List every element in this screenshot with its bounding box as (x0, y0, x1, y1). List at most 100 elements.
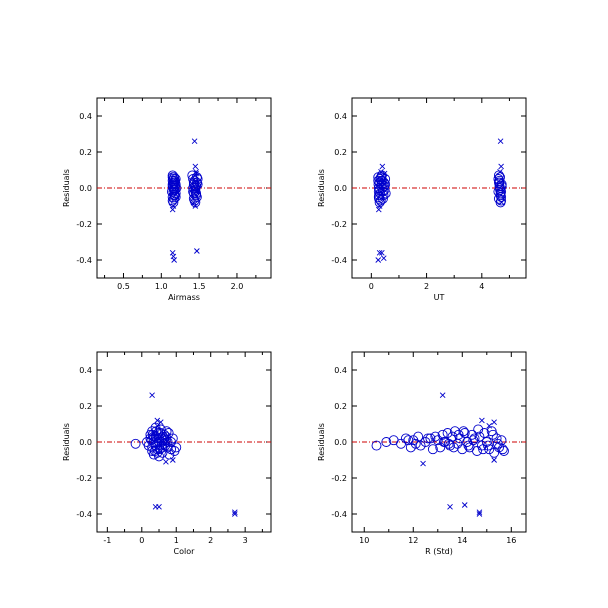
cross-stroke (439, 392, 446, 399)
data-point-circle (473, 424, 484, 435)
y-tick-label: -0.4 (331, 256, 347, 265)
data-point-circle (167, 192, 178, 202)
data-point-cross (376, 203, 383, 209)
data-point-circle (377, 183, 388, 193)
cross-stroke (479, 417, 485, 424)
data-point-circle (191, 177, 202, 188)
data-point-circle (442, 428, 453, 438)
data-point-circle (487, 429, 498, 440)
data-point-cross (461, 502, 468, 508)
y-axis-label: Residuals (317, 423, 326, 461)
cross-stroke (491, 419, 497, 426)
y-tick-label: -0.2 (331, 220, 347, 229)
x-tick-label: 1 (174, 536, 179, 545)
data-point-circle (152, 447, 163, 458)
cross-stroke (151, 430, 157, 436)
data-point-circle (438, 437, 449, 447)
data-point-cross (154, 417, 161, 424)
cross-stroke (149, 392, 155, 399)
cross-stroke (154, 417, 161, 424)
data-point-circle (491, 433, 502, 444)
data-point-circle (469, 433, 480, 444)
data-point-circle (189, 175, 200, 186)
y-axis-label: Residuals (317, 169, 326, 207)
y-tick-label: 0.4 (79, 112, 92, 121)
data-point-cross (497, 168, 503, 175)
cross-stroke (379, 249, 385, 256)
data-point-cross (439, 392, 446, 399)
cross-stroke (381, 170, 388, 177)
data-point-cross (192, 203, 199, 209)
data-point-circle (468, 435, 479, 446)
data-point-circle (405, 442, 416, 453)
cross-stroke (476, 511, 483, 517)
panel-airmass: -0.4 -0.2 0.0 0.2 0.4 0.5 1.0 1.5 2.0 Airmass Resi… (62, 97, 272, 302)
data-point-circle (443, 438, 454, 449)
cross-stroke (461, 502, 468, 508)
data-point-cross (479, 417, 485, 424)
data-point-cross (154, 422, 161, 429)
data-point-cross (447, 503, 453, 510)
data-point-circle (171, 442, 182, 453)
x-axis-label: R (Std) (425, 547, 453, 556)
cross-stroke (169, 457, 176, 463)
data-point-cross (194, 188, 200, 195)
cross-stroke (193, 168, 199, 175)
y-tick-label: 0.4 (79, 366, 92, 375)
data-point-circle (371, 440, 382, 451)
data-point-circle (403, 435, 414, 446)
panel-ut: -0.4 -0.2 0.0 0.2 0.4 0 2 4 UT Residuals (317, 97, 527, 302)
data-point-cross (170, 253, 177, 260)
data-point-cross (193, 168, 199, 175)
data-point-circle (437, 429, 448, 440)
data-point-circle (472, 446, 482, 456)
data-point-cross (491, 419, 497, 426)
y-tick-label: 0.2 (79, 148, 92, 157)
data-point-cross (191, 138, 198, 145)
x-tick-label: 2 (208, 536, 213, 545)
data-point-circle (159, 433, 170, 444)
cross-stroke (191, 138, 198, 145)
data-point-cross (378, 168, 384, 175)
x-tick-label: 16 (506, 536, 516, 545)
cross-stroke (447, 503, 453, 510)
x-tick-label: 1.0 (155, 282, 168, 291)
x-tick-label: 1.5 (193, 282, 206, 291)
data-point-cross (169, 457, 176, 463)
data-point-circle (496, 181, 507, 192)
data-point-circle (425, 433, 436, 444)
cross-stroke (420, 460, 426, 467)
data-point-cross (163, 458, 169, 465)
data-point-circle (168, 174, 179, 184)
cross-stroke (375, 206, 382, 213)
data-point-circle (474, 431, 485, 442)
x-axis-label: Airmass (168, 293, 200, 302)
data-point-cross (486, 422, 493, 429)
data-point-cross (232, 511, 238, 517)
data-point-circle (495, 197, 506, 208)
cross-stroke (498, 163, 504, 170)
y-tick-label: -0.2 (76, 220, 92, 229)
x-tick-label: 2.0 (231, 282, 244, 291)
data-point-circle (458, 426, 469, 437)
cross-stroke (192, 203, 199, 209)
data-point-circle (483, 440, 493, 451)
data-point-cross (375, 257, 382, 263)
cross-stroke (191, 199, 197, 206)
x-tick-label: -1 (103, 536, 111, 545)
data-point-cross (151, 430, 157, 436)
y-tick-label: -0.4 (76, 510, 92, 519)
cross-stroke (476, 509, 483, 516)
data-point-circle (169, 190, 180, 201)
cross-stroke (376, 203, 383, 209)
data-point-circle (400, 433, 411, 444)
data-point-cross (194, 248, 200, 254)
data-point-cross (169, 206, 176, 213)
y-tick-label: 0.4 (334, 366, 347, 375)
y-tick-label: -0.2 (331, 474, 347, 483)
data-point-cross (380, 255, 387, 262)
data-point-circle (156, 440, 167, 451)
cross-stroke (163, 458, 169, 465)
y-tick-label: 0.0 (79, 438, 92, 447)
data-point-circle (459, 428, 470, 438)
